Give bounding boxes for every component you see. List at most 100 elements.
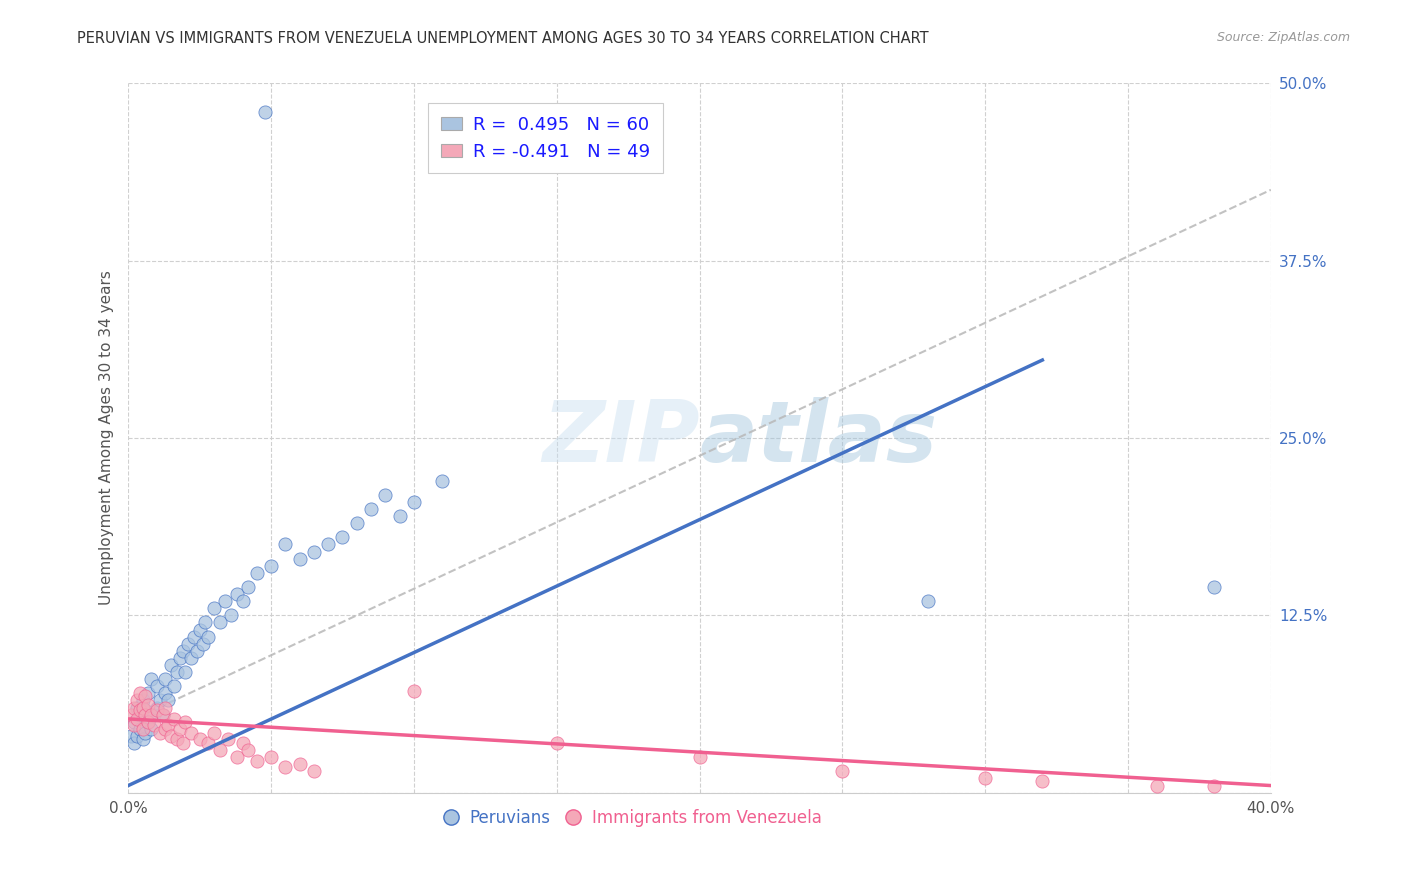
Point — [217, 731, 239, 746]
Point — [157, 717, 180, 731]
Point — [186, 644, 208, 658]
Point — [155, 672, 177, 686]
Point — [332, 530, 354, 544]
Point — [274, 760, 297, 774]
Point — [974, 772, 997, 786]
Point — [139, 722, 162, 736]
Point — [152, 707, 174, 722]
Legend: Peruvians, Immigrants from Venezuela: Peruvians, Immigrants from Venezuela — [434, 803, 828, 834]
Point — [231, 594, 253, 608]
Point — [169, 651, 191, 665]
Point — [152, 707, 174, 722]
Point — [188, 731, 211, 746]
Point — [177, 637, 200, 651]
Point — [180, 726, 202, 740]
Point — [160, 658, 183, 673]
Point — [146, 679, 169, 693]
Point — [131, 700, 153, 714]
Point — [172, 644, 194, 658]
Point — [122, 700, 145, 714]
Point — [125, 700, 148, 714]
Point — [238, 743, 260, 757]
Point — [202, 601, 225, 615]
Point — [219, 608, 242, 623]
Point — [1202, 779, 1225, 793]
Point — [288, 757, 311, 772]
Point — [214, 594, 236, 608]
Y-axis label: Unemployment Among Ages 30 to 34 years: Unemployment Among Ages 30 to 34 years — [100, 270, 114, 606]
Point — [174, 665, 197, 679]
Point — [146, 700, 169, 714]
Point — [169, 722, 191, 736]
Point — [180, 651, 202, 665]
Point — [163, 679, 186, 693]
Point — [128, 722, 150, 736]
Point — [302, 544, 325, 558]
Point — [546, 736, 568, 750]
Point — [302, 764, 325, 779]
Point — [139, 672, 162, 686]
Point — [246, 755, 269, 769]
Point — [917, 594, 939, 608]
Point — [143, 707, 166, 722]
Point — [374, 488, 396, 502]
Point — [183, 630, 205, 644]
Point — [163, 712, 186, 726]
Point — [131, 731, 153, 746]
Point — [155, 700, 177, 714]
Point — [1202, 580, 1225, 594]
Point — [149, 726, 172, 740]
Point — [1031, 774, 1053, 789]
Point — [689, 750, 711, 764]
Point — [360, 502, 382, 516]
Point — [139, 707, 162, 722]
Point — [155, 722, 177, 736]
Point — [231, 736, 253, 750]
Point — [208, 743, 231, 757]
Point — [125, 693, 148, 707]
Point — [134, 707, 156, 722]
Point — [134, 703, 156, 717]
Point — [246, 566, 269, 580]
Point — [254, 104, 277, 119]
Point — [128, 686, 150, 700]
Text: atlas: atlas — [700, 397, 938, 480]
Point — [225, 750, 247, 764]
Point — [432, 474, 454, 488]
Point — [146, 703, 169, 717]
Point — [402, 683, 425, 698]
Text: ZIP: ZIP — [541, 397, 700, 480]
Point — [157, 693, 180, 707]
Point — [136, 698, 159, 712]
Point — [188, 623, 211, 637]
Point — [122, 736, 145, 750]
Point — [197, 736, 219, 750]
Point — [166, 665, 188, 679]
Point — [136, 714, 159, 729]
Point — [402, 495, 425, 509]
Point — [120, 729, 142, 743]
Point — [122, 714, 145, 729]
Point — [274, 537, 297, 551]
Point — [125, 712, 148, 726]
Point — [197, 630, 219, 644]
Point — [260, 750, 283, 764]
Point — [160, 729, 183, 743]
Text: PERUVIAN VS IMMIGRANTS FROM VENEZUELA UNEMPLOYMENT AMONG AGES 30 TO 34 YEARS COR: PERUVIAN VS IMMIGRANTS FROM VENEZUELA UN… — [77, 31, 929, 46]
Point — [238, 580, 260, 594]
Point — [316, 537, 339, 551]
Point — [831, 764, 853, 779]
Point — [143, 717, 166, 731]
Text: Source: ZipAtlas.com: Source: ZipAtlas.com — [1216, 31, 1350, 45]
Point — [172, 736, 194, 750]
Point — [288, 551, 311, 566]
Point — [260, 558, 283, 573]
Point — [122, 717, 145, 731]
Point — [208, 615, 231, 630]
Point — [136, 686, 159, 700]
Point — [194, 615, 217, 630]
Point — [174, 714, 197, 729]
Point — [131, 722, 153, 736]
Point — [125, 729, 148, 743]
Point — [120, 707, 142, 722]
